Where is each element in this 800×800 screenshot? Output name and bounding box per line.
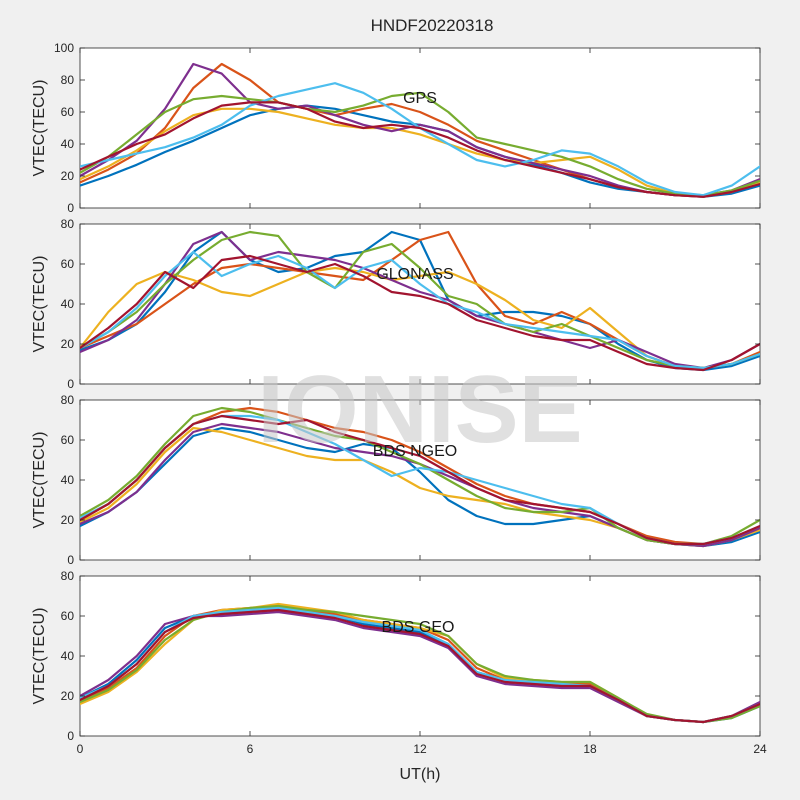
y-axis-label-bds-geo: VTEC(TECU) — [31, 608, 48, 705]
y-tick-label: 60 — [61, 257, 75, 271]
y-axis-label-gps: VTEC(TECU) — [31, 80, 48, 177]
panel-glonass: 0 20 40 60 80 VTEC(TECU) GLONASS — [31, 217, 761, 391]
y-tick-label: 40 — [61, 137, 75, 151]
y-tick-label: 80 — [61, 73, 75, 87]
x-tick-label: 6 — [247, 742, 254, 756]
series-line-bds-geo-7 — [80, 608, 760, 724]
series-group-bds-ngeo — [80, 406, 760, 548]
y-tick-label: 60 — [61, 609, 75, 623]
y-tick-label: 20 — [61, 513, 75, 527]
series-line-gps-3 — [80, 107, 760, 197]
y-tick-label: 40 — [61, 649, 75, 663]
panel-label-bds-geo: BDS GEO — [382, 619, 455, 636]
y-tick-label: 80 — [61, 217, 75, 231]
y-tick-label: 0 — [67, 201, 74, 215]
panel-label-glonass: GLONASS — [376, 266, 453, 283]
y-axis-label-bds-ngeo: VTEC(TECU) — [31, 432, 48, 529]
y-tick-label: 60 — [61, 105, 75, 119]
panel-gps: 0 20 40 60 80 100 VTEC(TECU) GPS — [31, 41, 761, 215]
panel-bds-ngeo: 0 20 40 60 80 VTEC(TECU) BDS NGEO — [31, 393, 761, 567]
y-tick-label: 80 — [61, 393, 75, 407]
series-line-gps-7 — [80, 101, 760, 198]
series-line-glonass-6 — [80, 250, 760, 370]
series-line-glonass-5 — [80, 230, 760, 370]
series-group-glonass — [80, 230, 760, 372]
y-axis-label-glonass: VTEC(TECU) — [31, 256, 48, 353]
figure-title: HNDF20220318 — [371, 16, 494, 35]
x-tick-label: 0 — [77, 742, 84, 756]
y-tick-label: 20 — [61, 169, 75, 183]
y-tick-label: 0 — [67, 377, 74, 391]
y-tick-label: 20 — [61, 337, 75, 351]
series-group-bds-geo — [80, 602, 760, 724]
panel-label-bds-ngeo: BDS NGEO — [373, 443, 457, 460]
series-line-glonass-4 — [80, 230, 760, 370]
y-tick-label: 40 — [61, 473, 75, 487]
y-tick-label: 100 — [54, 41, 74, 55]
y-tick-label: 20 — [61, 689, 75, 703]
plot-area-bds-ngeo — [79, 399, 761, 561]
x-tick-label: 12 — [413, 742, 427, 756]
plot-area-bds-geo — [79, 575, 761, 737]
watermark: IONISE — [257, 356, 582, 463]
y-tick-label: 0 — [67, 729, 74, 743]
x-tick-label: 24 — [753, 742, 767, 756]
series-group-gps — [80, 62, 760, 198]
series-line-gps-5 — [80, 91, 760, 197]
y-tick-label: 80 — [61, 569, 75, 583]
series-line-glonass-7 — [80, 254, 760, 372]
y-tick-label: 0 — [67, 553, 74, 567]
series-line-bds-geo-5 — [80, 604, 760, 724]
series-line-bds-ngeo-7 — [80, 414, 760, 546]
series-line-bds-ngeo-5 — [80, 406, 760, 546]
panel-bds-geo: 0 20 40 60 80 0 6 12 18 24 VTEC(TECU) BDS GEO — [31, 569, 767, 756]
y-tick-label: 60 — [61, 433, 75, 447]
y-tick-label: 40 — [61, 297, 75, 311]
panel-label-gps: GPS — [403, 90, 437, 107]
x-axis-label: UT(h) — [400, 766, 441, 783]
x-tick-label: 18 — [583, 742, 597, 756]
